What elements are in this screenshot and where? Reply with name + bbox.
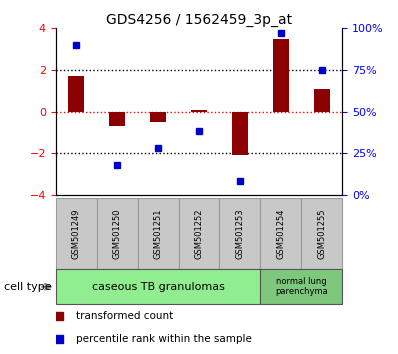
Bar bbox=[232, 112, 248, 155]
Bar bbox=[56, 269, 260, 304]
Bar bbox=[219, 198, 260, 269]
Bar bbox=[150, 112, 166, 122]
Text: percentile rank within the sample: percentile rank within the sample bbox=[76, 334, 252, 344]
Bar bbox=[68, 76, 84, 112]
Bar bbox=[109, 112, 125, 126]
Bar bbox=[179, 198, 219, 269]
Text: GSM501254: GSM501254 bbox=[276, 209, 285, 259]
Text: cell type: cell type bbox=[4, 282, 52, 292]
Text: GSM501252: GSM501252 bbox=[195, 209, 203, 259]
Text: GSM501253: GSM501253 bbox=[236, 208, 244, 259]
Bar bbox=[260, 198, 301, 269]
Bar bbox=[301, 198, 342, 269]
Bar bbox=[138, 198, 179, 269]
Bar bbox=[56, 198, 97, 269]
Bar bbox=[97, 198, 138, 269]
Text: normal lung
parenchyma: normal lung parenchyma bbox=[275, 277, 328, 296]
Text: transformed count: transformed count bbox=[76, 311, 173, 321]
Text: GSM501249: GSM501249 bbox=[72, 209, 81, 259]
Bar bbox=[273, 39, 289, 112]
Text: GSM501255: GSM501255 bbox=[317, 209, 326, 259]
Text: caseous TB granulomas: caseous TB granulomas bbox=[92, 282, 224, 292]
Bar bbox=[314, 88, 330, 112]
Title: GDS4256 / 1562459_3p_at: GDS4256 / 1562459_3p_at bbox=[106, 13, 292, 27]
Bar bbox=[260, 269, 342, 304]
Text: GSM501251: GSM501251 bbox=[154, 209, 162, 259]
Text: GSM501250: GSM501250 bbox=[113, 209, 122, 259]
Bar bbox=[191, 110, 207, 112]
